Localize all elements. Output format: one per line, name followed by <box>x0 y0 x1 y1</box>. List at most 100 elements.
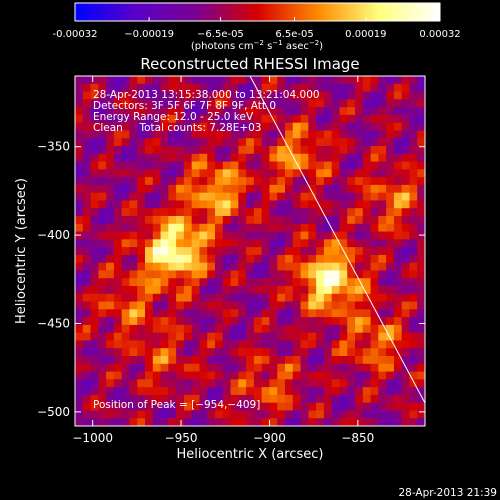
heatmap-cell <box>98 231 107 240</box>
heatmap-cell <box>316 192 325 201</box>
heatmap-cell <box>331 130 340 139</box>
heatmap-cell <box>90 200 99 209</box>
heatmap-cell <box>129 130 138 139</box>
heatmap-cell <box>401 161 410 170</box>
heatmap-cell <box>246 394 255 404</box>
heatmap-cell <box>160 169 169 178</box>
heatmap-cell <box>386 293 395 302</box>
heatmap-cell <box>98 254 107 264</box>
heatmap-cell <box>292 161 301 170</box>
heatmap-cell <box>160 184 169 194</box>
heatmap-cell <box>417 107 425 116</box>
heatmap-cell <box>417 247 425 256</box>
heatmap-cell <box>401 216 410 225</box>
heatmap-cell <box>215 99 224 108</box>
heatmap-cell <box>160 379 169 388</box>
heatmap-cell <box>183 200 193 209</box>
heatmap-cell <box>285 231 294 240</box>
heatmap-cell <box>75 153 84 162</box>
heatmap-cell <box>113 231 123 240</box>
heatmap-cell <box>339 107 348 116</box>
heatmap-cell <box>308 293 317 302</box>
heatmap-cell <box>269 146 278 155</box>
heatmap-cell <box>246 286 255 295</box>
heatmap-cell <box>253 83 263 92</box>
heatmap-cell <box>199 363 208 372</box>
heatmap-cell <box>339 262 348 271</box>
heatmap-cell <box>113 410 123 419</box>
heatmap-cell <box>339 76 348 85</box>
heatmap-cell <box>168 114 177 124</box>
heatmap-cell <box>316 91 325 100</box>
heatmap-cell <box>183 293 193 302</box>
heatmap-cell <box>176 177 185 186</box>
heatmap-cell <box>137 278 146 287</box>
heatmap-cell <box>393 262 403 271</box>
heatmap-cell <box>362 278 371 287</box>
heatmap-cell <box>393 138 403 147</box>
heatmap-cell <box>199 286 208 295</box>
heatmap-cell <box>168 410 177 419</box>
heatmap-cell <box>292 254 301 264</box>
heatmap-cell <box>277 99 286 108</box>
heatmap-cell <box>401 99 410 108</box>
heatmap-cell <box>401 278 410 287</box>
heatmap-cell <box>393 192 403 201</box>
heatmap-cell <box>261 146 270 155</box>
heatmap-cell <box>285 184 294 194</box>
heatmap-cell <box>207 332 216 341</box>
heatmap-cell <box>137 146 146 155</box>
heatmap-cell <box>417 138 425 147</box>
heatmap-cell <box>277 254 286 264</box>
heatmap-cell <box>300 107 309 116</box>
heatmap-cell <box>129 309 138 318</box>
heatmap-cell <box>292 309 301 318</box>
heatmap-cell <box>238 177 247 186</box>
heatmap-cell <box>230 200 239 209</box>
heatmap-cell <box>121 387 130 396</box>
x-tick-label: −950 <box>165 431 198 445</box>
heatmap-cell <box>75 402 84 411</box>
heatmap-cell <box>176 169 185 178</box>
heatmap-cell <box>300 231 309 240</box>
heatmap-cell <box>238 387 247 396</box>
heatmap-cell <box>106 153 115 162</box>
heatmap-cell <box>316 254 325 264</box>
heatmap-cell <box>238 317 247 326</box>
heatmap-cell <box>145 402 154 411</box>
heatmap-cell <box>393 231 403 240</box>
heatmap-cell <box>215 286 224 295</box>
heatmap-cell <box>331 208 340 217</box>
heatmap-cell <box>137 169 146 178</box>
heatmap-cell <box>339 254 348 264</box>
heatmap-cell <box>191 122 200 131</box>
heatmap-cell <box>339 184 348 194</box>
heatmap-cell <box>82 223 91 232</box>
heatmap-cell <box>370 394 379 404</box>
heatmap-cell <box>393 130 403 139</box>
heatmap-cell <box>222 363 231 372</box>
heatmap-cell <box>253 332 263 341</box>
heatmap-cell <box>90 301 99 310</box>
heatmap-cell <box>176 324 185 334</box>
heatmap-cell <box>215 114 224 124</box>
heatmap-cell <box>292 379 301 388</box>
heatmap-cell <box>113 76 123 85</box>
heatmap-cell <box>362 348 371 357</box>
heatmap-cell <box>331 270 340 279</box>
heatmap-cell <box>362 177 371 186</box>
heatmap-cell <box>215 301 224 310</box>
heatmap-cell <box>90 177 99 186</box>
heatmap-cell <box>261 371 270 380</box>
heatmap-cell <box>409 254 418 264</box>
heatmap-cell <box>145 107 154 116</box>
heatmap-cell <box>199 99 208 108</box>
heatmap-cell <box>355 177 364 186</box>
heatmap-cell <box>246 356 255 365</box>
heatmap-cell <box>183 363 193 372</box>
heatmap-cell <box>152 177 161 186</box>
heatmap-cell <box>417 231 425 240</box>
heatmap-cell <box>160 309 169 318</box>
heatmap-cell <box>106 223 115 232</box>
heatmap-cell <box>261 356 270 365</box>
